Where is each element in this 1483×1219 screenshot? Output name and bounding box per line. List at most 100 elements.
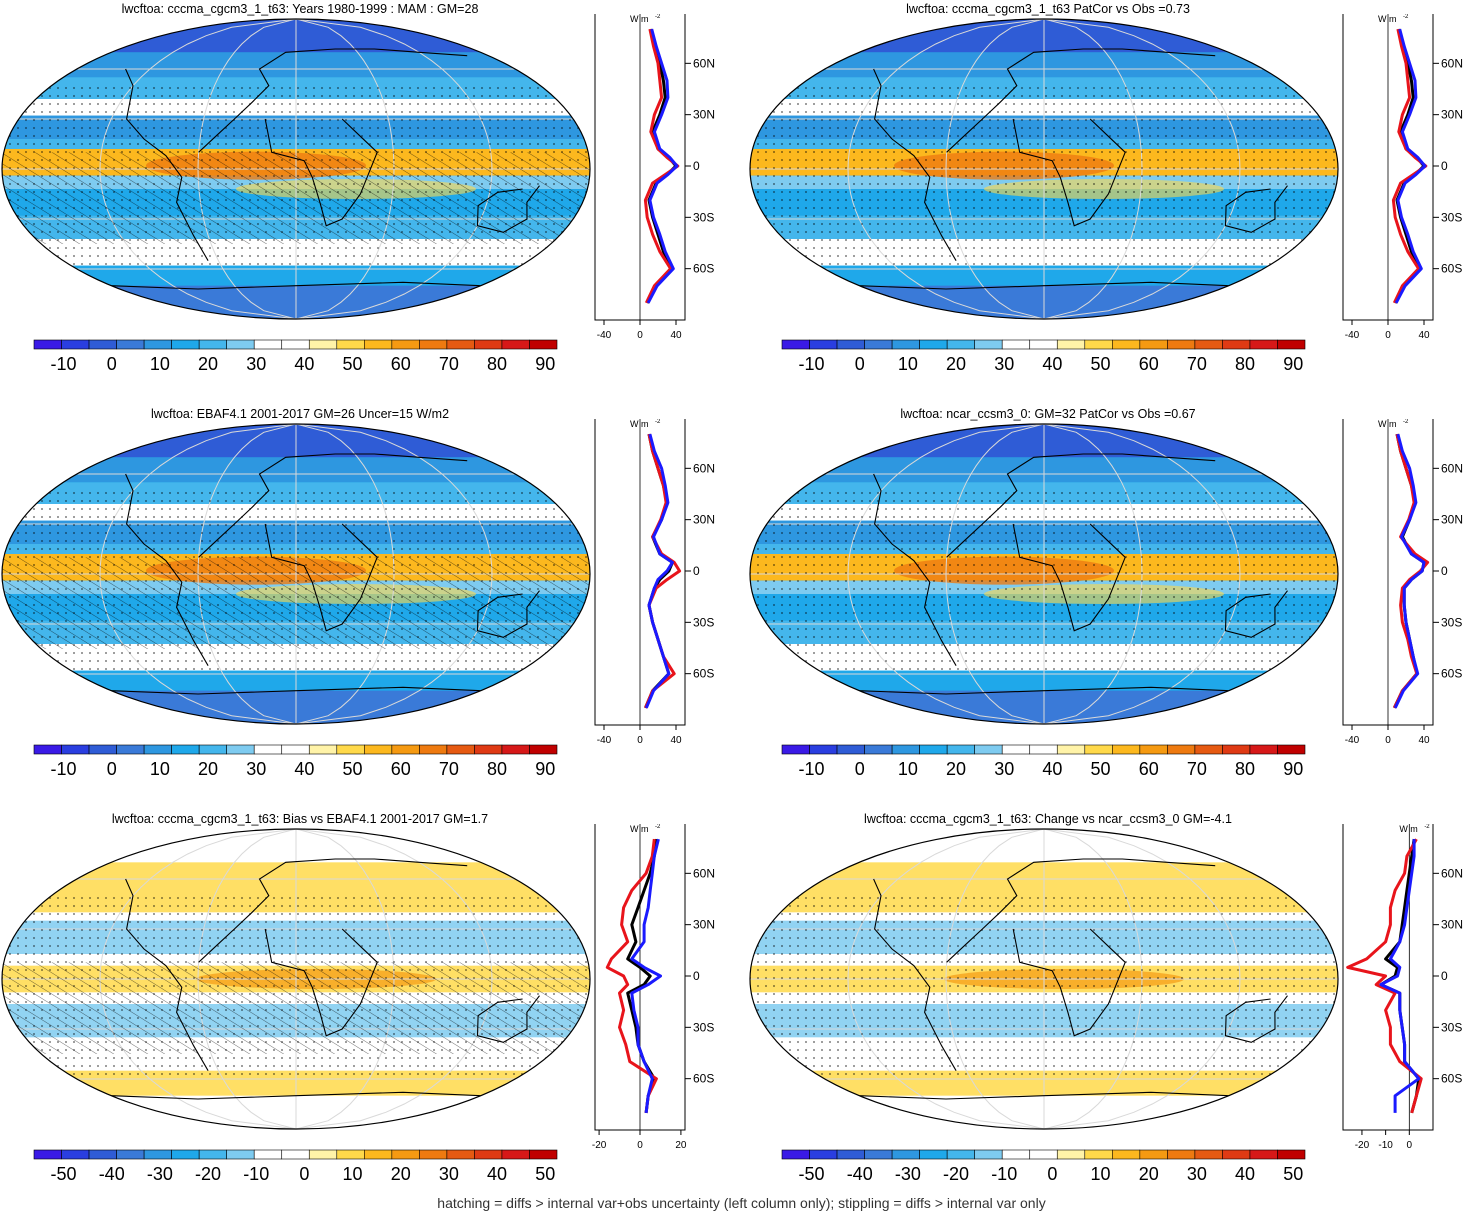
units-label: W m [630,419,649,429]
map-field [2,424,590,724]
colorbar-segment [1222,744,1251,755]
colorbar-segment [919,744,948,755]
colorbar-segment [474,339,503,350]
colorbar-tick-label: 20 [1139,1164,1159,1184]
colorbar-tick-label: 0 [855,759,865,779]
colorbar-segment [226,339,255,350]
colorbar-tick-label: 90 [1283,759,1303,779]
coastlines [111,453,540,695]
units-exponent: -2 [655,14,661,20]
coastline [859,686,1229,695]
coastline [264,118,378,227]
latitude-label: 30N [693,108,715,122]
coastlines [111,858,540,1100]
colorbar-tick-label: 70 [439,354,459,374]
coastline [1224,590,1288,638]
colorbar-segment [809,339,838,350]
coastline [946,48,1216,153]
panel-title: lwcftoa: cccma_cgcm3_1_t63 PatCor vs Obs… [906,2,1190,16]
colorbar-tick-label: -20 [195,1164,221,1184]
latitude-label: 60S [1441,667,1462,681]
colorbar-tick-label: -30 [895,1164,921,1184]
colorbar-segment [529,339,558,350]
coastline [125,878,209,1071]
colorbar-segment [529,1149,558,1160]
colorbar-tick-label: 60 [1139,354,1159,374]
colorbar-tick-label: 30 [994,759,1014,779]
colorbar-segment [1194,1149,1223,1160]
coastlines [859,453,1288,695]
colorbar-segment [1001,339,1031,350]
colorbar-tick-label: -30 [147,1164,173,1184]
latitude-label: 30N [693,918,715,932]
colorbar-tick-label: 40 [294,759,314,779]
panel-title: lwcftoa: cccma_cgcm3_1_t63: Bias vs EBAF… [111,812,489,826]
coastline [476,590,540,638]
units-exponent: -2 [655,824,661,830]
colorbar-tick-label: 50 [343,759,363,779]
colorbar-tick-label: 50 [1091,354,1111,374]
latitude-label: 60S [693,1072,714,1086]
colorbar-tick-label: -20 [943,1164,969,1184]
panel-title: lwcftoa: ncar_ccsm3_0: GM=32 PatCor vs O… [900,407,1196,421]
zonal-mean-profile: 60N 30N 0 30S 60S W m -2 -40 0 40 [594,14,715,341]
coastline [476,185,540,233]
colorbar-segment [116,744,145,755]
zonal-mean-profile: 60N 30N 0 30S 60S W m -2 -20 0 20 [592,824,715,1151]
latitude-label: 30N [693,513,715,527]
colorbar-segment [171,744,200,755]
coastline [198,453,468,558]
colorbar-tick-label: 80 [487,354,507,374]
profile-line-obs [1346,838,1423,1114]
coastline [946,858,1216,963]
latitude-label: 30N [1441,918,1463,932]
colorbar-tick-label: 90 [535,354,555,374]
x-tick-label: -10 [1378,1140,1393,1151]
coastline [111,686,481,695]
colorbar-segment [364,744,393,755]
x-tick-label: -40 [1345,735,1360,746]
zonal-mean-profile: 60N 30N 0 30S 60S W m -2 -40 0 40 [1342,419,1463,746]
coastline [873,473,957,666]
map-field [750,829,1338,1129]
x-tick-label: 0 [1385,330,1391,341]
colorbar-segment [1249,1149,1278,1160]
colorbar-segment [1112,339,1141,350]
colorbar: -50 -40 -30 -20 -10 0 10 20 30 40 50 [33,1149,558,1184]
colorbar-segment [281,1149,310,1160]
latitude-label: 30S [693,1020,714,1034]
coastline [111,1091,481,1100]
latitude-label: 0 [1441,159,1448,173]
stippling-overlay [2,490,590,674]
x-tick-label: 40 [670,735,682,746]
colorbar-segment [864,744,893,755]
coastline [264,928,378,1037]
colorbar-tick-label: -10 [799,354,825,374]
x-tick-label: -40 [1345,330,1360,341]
colorbar: -50 -40 -30 -20 -10 0 10 20 30 40 50 [781,1149,1306,1184]
latitude-label: 0 [1441,564,1448,578]
coastline [873,68,957,261]
colorbar-tick-label: 30 [246,759,266,779]
colorbar-segment [1056,339,1086,350]
colorbar-segment [1084,1149,1113,1160]
colorbar: -10 0 10 20 30 40 50 60 70 80 90 [33,744,558,779]
colorbar-segment [198,744,227,755]
units-exponent: -2 [1424,824,1430,830]
x-tick-label: -40 [597,735,612,746]
coastlines [859,48,1288,290]
x-tick-label: 0 [637,330,643,341]
colorbar-segment [864,1149,893,1160]
colorbar-segment [1001,744,1031,755]
colorbar-segment [1001,1149,1031,1160]
colorbar-segment [33,1149,62,1160]
stippling-overlay [750,895,1338,1079]
colorbar-segment [419,1149,448,1160]
coastline [198,48,468,153]
colorbar-segment [391,339,420,350]
latitude-label: 60N [693,461,715,475]
colorbar-segment [974,1149,1003,1160]
colorbar-segment [253,339,283,350]
colorbar-segment [171,339,200,350]
colorbar-segment [1139,339,1168,350]
